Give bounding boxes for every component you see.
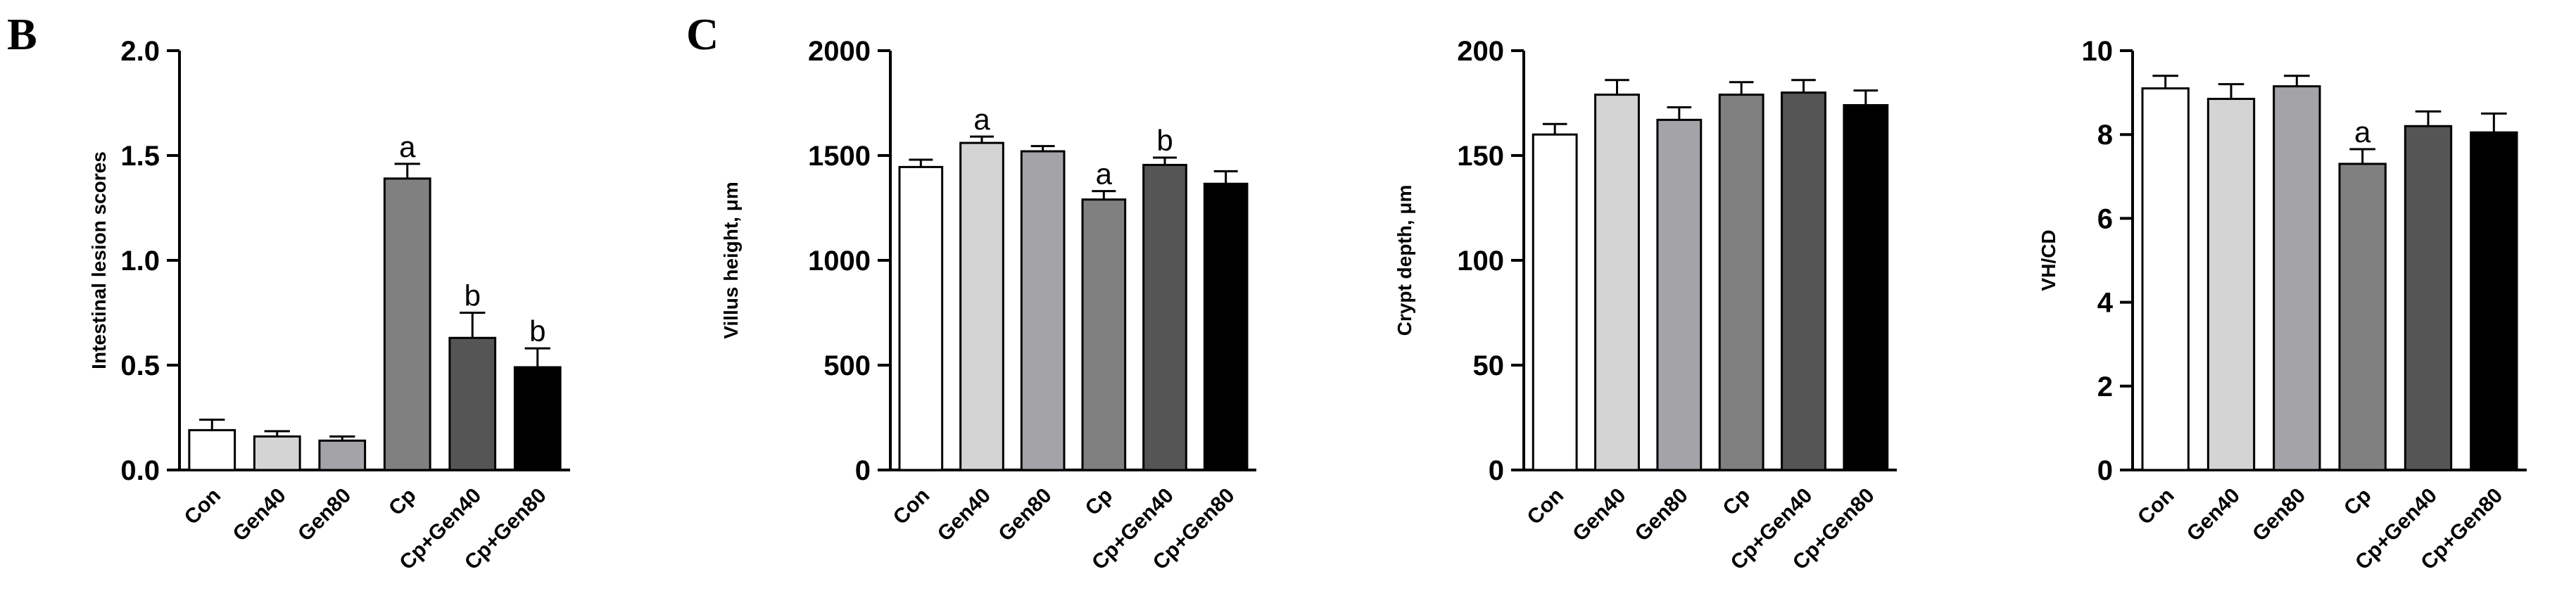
chart-villus-height: 0 500 1000 1500 2000 Villus height, μm Con a Gen… — [720, 36, 1256, 574]
bar-con — [898, 165, 944, 471]
significance-label: a — [399, 130, 416, 163]
y-tick-label: 1.0 — [120, 246, 160, 277]
y-axis-title: Intestinal lesion scores — [88, 151, 110, 369]
x-tick-label: Con — [2133, 484, 2179, 530]
y-tick-label: 50 — [1473, 350, 1505, 381]
y-tick-label: 500 — [823, 350, 871, 381]
significance-label: a — [1096, 158, 1113, 191]
significance-label: b — [1156, 124, 1173, 157]
x-tick-label: Gen40 — [933, 484, 995, 546]
y-tick-label: 0.0 — [120, 455, 160, 486]
x-tick-label: Gen80 — [293, 484, 355, 546]
x-tick-label: Gen80 — [2248, 484, 2310, 546]
significance-label: a — [973, 103, 990, 136]
bar-gen80 — [1656, 118, 1703, 471]
bar-gen40 — [959, 141, 1004, 471]
bar-cp — [2338, 163, 2387, 471]
x-tick-label: Cp — [384, 484, 421, 521]
x-tick-label: Cp — [1081, 484, 1118, 521]
x-tick-label: Con — [889, 484, 935, 530]
bar-cp — [1081, 198, 1127, 471]
chart-crypt-depth: 0 50 100 150 200 Crypt depth, μm Con Gen40 Gen80… — [1394, 36, 1897, 574]
significance-label: a — [2354, 115, 2371, 148]
y-axis-title: Villus height, μm — [720, 182, 742, 339]
y-tick-label: 2000 — [808, 36, 871, 67]
x-tick-label: Gen80 — [1631, 484, 1693, 546]
bar-con — [1532, 133, 1578, 471]
significance-label: b — [465, 279, 481, 312]
y-tick-label: 2 — [2097, 371, 2113, 402]
chart-intestinal-lesion-scores: 0.0 0.5 1.0 1.5 2.0 Intestinal lesion scores C… — [88, 36, 570, 574]
y-tick-label: 8 — [2097, 120, 2113, 151]
panel-letter-b: B — [7, 9, 37, 59]
bar-gen40 — [2206, 98, 2256, 471]
bar-cp-gen80 — [1843, 103, 1889, 471]
x-tick-label: Gen40 — [229, 484, 291, 546]
bar-cp — [1718, 94, 1764, 471]
y-tick-label: 0.5 — [120, 350, 160, 381]
bar-cp-gen80 — [513, 366, 562, 471]
bar-gen40 — [1594, 94, 1640, 471]
y-tick-label: 0 — [1489, 455, 1504, 486]
bar-gen40 — [253, 435, 301, 471]
y-tick-label: 1000 — [808, 246, 871, 277]
y-tick-label: 10 — [2082, 36, 2114, 67]
y-tick-label: 200 — [1457, 36, 1504, 67]
bar-gen80 — [1020, 150, 1066, 471]
y-tick-label: 100 — [1457, 246, 1504, 277]
y-tick-label: 4 — [2097, 288, 2114, 319]
bar-cp-gen80 — [2470, 131, 2518, 471]
x-tick-label: Gen40 — [2183, 484, 2244, 546]
x-tick-label: Con — [180, 484, 226, 530]
bar-cp-gen40 — [1781, 91, 1826, 471]
y-tick-label: 150 — [1457, 141, 1504, 172]
y-tick-label: 0 — [2097, 455, 2113, 486]
x-tick-label: Con — [1523, 484, 1569, 530]
x-tick-label: Cp — [1718, 484, 1755, 521]
panel-letter-c: C — [686, 9, 719, 59]
bar-cp-gen40 — [1142, 163, 1187, 471]
y-axis-title: Crypt depth, μm — [1394, 185, 1415, 336]
y-tick-label: 2.0 — [120, 36, 160, 67]
significance-label: b — [529, 314, 545, 348]
y-tick-label: 1.5 — [120, 141, 160, 172]
x-tick-label: Cp — [2340, 484, 2376, 521]
bar-con — [188, 428, 236, 471]
bar-gen80 — [2273, 85, 2321, 471]
bar-con — [2141, 87, 2190, 471]
y-tick-label: 1500 — [808, 141, 871, 172]
bar-cp-gen80 — [1203, 182, 1249, 471]
y-tick-label: 6 — [2097, 203, 2113, 234]
y-axis-title: VH/CD — [2038, 229, 2059, 291]
bar-cp-gen40 — [448, 336, 497, 471]
x-tick-label: Gen80 — [994, 484, 1056, 546]
y-tick-label: 0 — [855, 455, 871, 486]
bar-cp-gen40 — [2404, 125, 2453, 471]
x-tick-label: Gen40 — [1568, 484, 1630, 546]
bar-cp — [383, 177, 431, 471]
bar-gen80 — [318, 439, 367, 471]
